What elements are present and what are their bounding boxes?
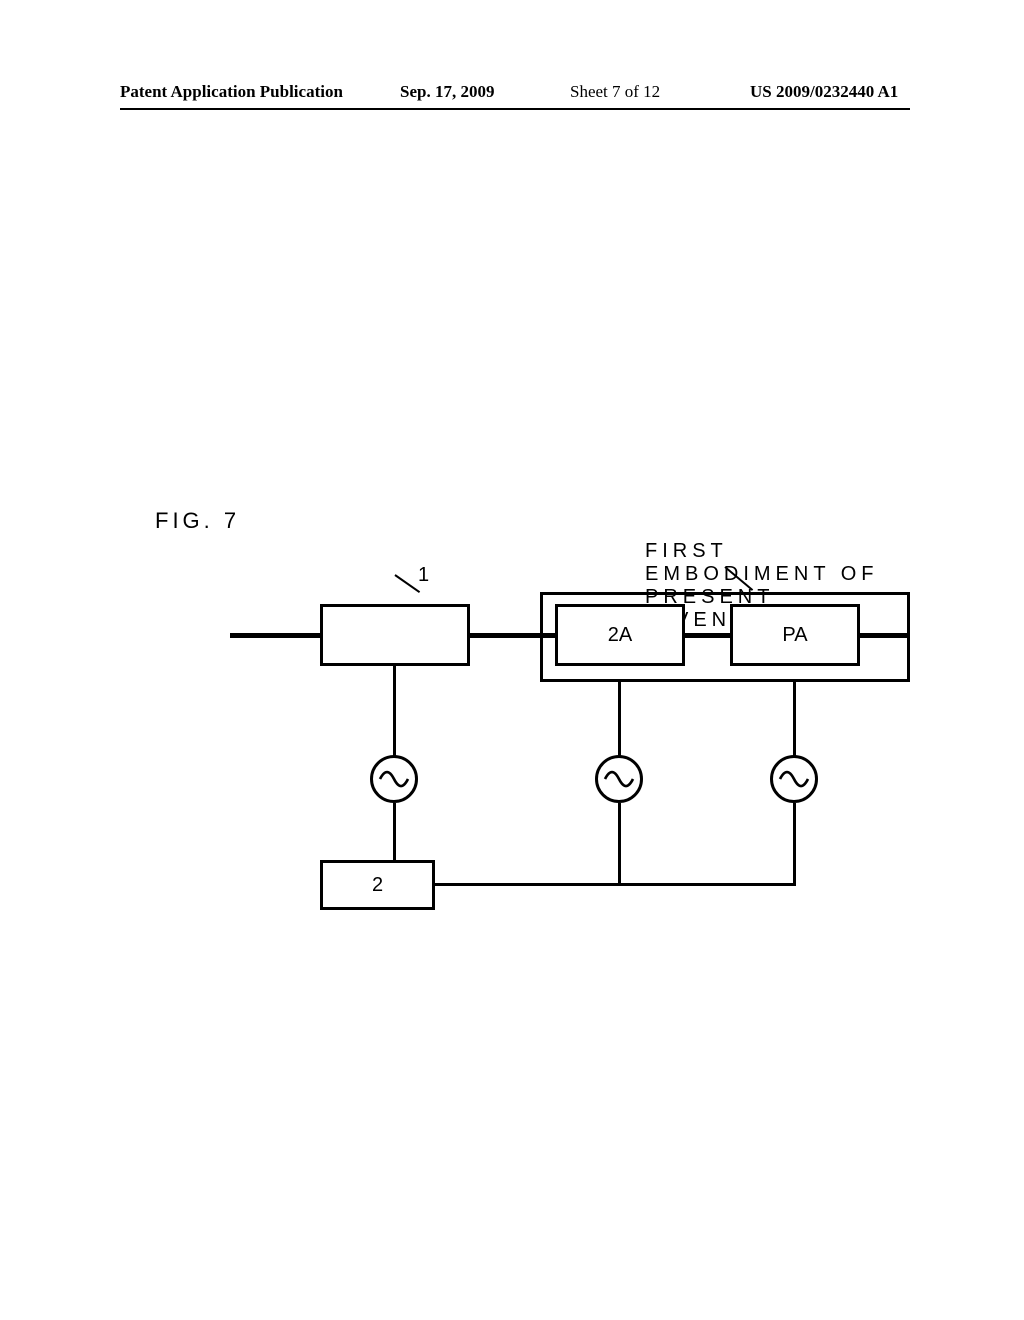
circuit-diagram: FIRST EMBODIMENT OF PRESENT INVENTION 1 … [230,530,910,950]
block-1-ref: 1 [418,564,429,587]
wire-osc3-down [793,803,796,885]
block-pa: PA [730,604,860,666]
wire-2a-to-pa [685,633,730,638]
wire-drop-2a [618,682,621,756]
block-2-label: 2 [372,874,383,897]
block-1-leader-line [394,574,420,593]
block-2a: 2A [555,604,685,666]
header-rule [120,108,910,110]
wire-osc1-down [393,803,396,860]
figure-label: FIG. 7 [155,508,240,534]
wire-output-right [860,633,910,638]
header-pubno: US 2009/0232440 A1 [750,82,898,102]
wire-bus-h [435,883,796,886]
oscillator-3 [770,755,818,803]
block-2a-label: 2A [608,624,632,647]
header-sheet: Sheet 7 of 12 [570,82,660,102]
wire-drop-pa [793,682,796,756]
oscillator-2 [595,755,643,803]
block-1 [320,604,470,666]
block-pa-label: PA [782,624,807,647]
oscillator-1 [370,755,418,803]
block-2: 2 [320,860,435,910]
header-date: Sep. 17, 2009 [400,82,494,102]
wire-input-left [230,633,320,638]
header-publication: Patent Application Publication [120,82,343,102]
wire-drop-1 [393,666,396,756]
wire-osc2-down [618,803,621,885]
page: Patent Application Publication Sep. 17, … [0,0,1024,1320]
